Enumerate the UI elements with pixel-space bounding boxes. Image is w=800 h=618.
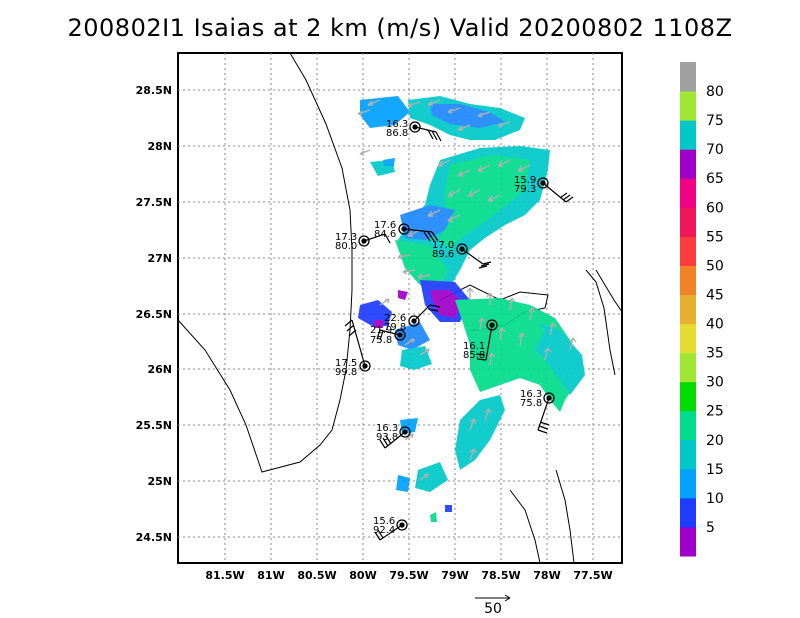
lat-tick-label: 25N bbox=[147, 475, 172, 488]
station-speed: 16.3 bbox=[386, 119, 408, 130]
station-markers bbox=[358, 121, 555, 531]
colorbar-swatch bbox=[680, 497, 696, 528]
lat-tick-label: 28N bbox=[147, 140, 172, 153]
station-dir: 75.8 bbox=[520, 398, 542, 409]
colorbar-label: 45 bbox=[706, 287, 724, 303]
colorbar-label: 55 bbox=[706, 229, 724, 245]
colorbar-swatch bbox=[680, 323, 696, 354]
colorbar-label: 35 bbox=[706, 346, 724, 362]
lon-tick-label: 80W bbox=[349, 569, 376, 582]
station-dir: 99.8 bbox=[335, 367, 357, 378]
wind-vectors bbox=[357, 99, 577, 481]
lat-tick-label: 26.5N bbox=[136, 308, 172, 321]
lat-tick-label: 28.5N bbox=[136, 84, 172, 97]
station-speed: 16.3 bbox=[520, 389, 542, 400]
colorbar-swatch bbox=[680, 120, 696, 150]
lon-tick-label: 81.5W bbox=[205, 569, 244, 582]
colorbar-label: 30 bbox=[706, 375, 724, 391]
vector-key-label: 50 bbox=[484, 601, 502, 617]
station-speed: 17.5 bbox=[335, 358, 357, 369]
station-speed: 15.6 bbox=[373, 516, 395, 527]
colorbar-swatch bbox=[680, 207, 696, 237]
lon-tick-label: 81W bbox=[257, 569, 284, 582]
lon-tick-label: 78.5W bbox=[481, 569, 520, 582]
colorbar-label: 5 bbox=[706, 520, 715, 536]
wind-barbs bbox=[344, 126, 574, 541]
colorbar-swatch bbox=[680, 178, 696, 208]
lat-tick-label: 26N bbox=[147, 363, 172, 376]
lat-tick-label: 24.5N bbox=[136, 531, 172, 544]
station-dir: 86.8 bbox=[386, 128, 408, 139]
colorbar-label: 50 bbox=[706, 258, 724, 274]
lon-tick-label: 78W bbox=[533, 569, 560, 582]
station-dir: 89.6 bbox=[432, 249, 454, 260]
colorbar-label: 10 bbox=[706, 491, 724, 507]
lat-tick-label: 27.5N bbox=[136, 196, 172, 209]
colorbar-label: 15 bbox=[706, 462, 724, 478]
station-dir: 85.8 bbox=[463, 350, 485, 361]
station-dir: 92.4 bbox=[373, 525, 395, 536]
lon-tick-label: 79.5W bbox=[389, 569, 428, 582]
colorbar-swatches bbox=[680, 62, 696, 557]
lat-axis: 28.5N 28N 27.5N 27N 26.5N 26N 25.5N 25N … bbox=[136, 84, 172, 544]
station-dir: 93.8 bbox=[376, 432, 398, 443]
station-dir: 79.8 bbox=[384, 322, 406, 333]
colorbar-label: 75 bbox=[706, 113, 724, 129]
station-speed: 16.3 bbox=[376, 423, 398, 434]
station-dir: 80.0 bbox=[335, 241, 357, 252]
colorbar-swatch bbox=[680, 352, 696, 383]
lon-axis: 81.5W 81W 80.5W 80W 79.5W 79W 78.5W 78W … bbox=[205, 569, 612, 582]
colorbar-swatch bbox=[680, 149, 696, 179]
colorbar-label: 25 bbox=[706, 404, 724, 420]
colorbar-swatch bbox=[680, 526, 696, 557]
colorbar-swatch bbox=[680, 468, 696, 499]
colorbar-swatch bbox=[680, 439, 696, 470]
station-labels: 16.3 86.8 15.9 79.3 17.6 84.6 17.3 80.0 … bbox=[335, 119, 542, 536]
station-dir: 84.6 bbox=[374, 229, 396, 240]
colorbar-swatch bbox=[680, 91, 696, 121]
station-speed: 17.3 bbox=[335, 232, 357, 243]
station-speed: 22.6 bbox=[384, 313, 406, 324]
colorbar-swatch bbox=[680, 62, 696, 92]
station-speed: 15.9 bbox=[514, 175, 536, 186]
colorbar-labels: 5 10 15 20 25 30 35 40 45 50 55 60 65 70 75 80 bbox=[706, 84, 724, 536]
station-dir: 79.3 bbox=[514, 184, 536, 195]
colorbar-label: 70 bbox=[706, 142, 724, 158]
colorbar-label: 20 bbox=[706, 433, 724, 449]
lon-tick-label: 79W bbox=[441, 569, 468, 582]
lon-tick-label: 77.5W bbox=[573, 569, 612, 582]
map-title: 200802I1 Isaias at 2 km (m/s) Valid 2020… bbox=[67, 14, 733, 42]
map-frame bbox=[177, 52, 623, 564]
grid bbox=[178, 53, 622, 563]
vector-key: 50 bbox=[475, 594, 511, 617]
station-dir: 75.8 bbox=[370, 335, 392, 346]
colorbar-swatch bbox=[680, 265, 696, 295]
colorbar-label: 40 bbox=[706, 317, 724, 333]
station-speed: 17.0 bbox=[432, 240, 454, 251]
station-speed: 16.1 bbox=[463, 341, 485, 352]
lat-tick-label: 27N bbox=[147, 252, 172, 265]
colorbar-label: 65 bbox=[706, 171, 724, 187]
wind-speed-field bbox=[358, 96, 585, 522]
colorbar-swatch bbox=[680, 236, 696, 266]
lat-tick-label: 25.5N bbox=[136, 419, 172, 432]
lon-tick-label: 80.5W bbox=[297, 569, 336, 582]
station-speed: 21.9 bbox=[370, 325, 392, 336]
colorbar-swatch bbox=[680, 294, 696, 325]
colorbar-label: 80 bbox=[706, 84, 724, 100]
station-speed: 17.6 bbox=[374, 220, 396, 231]
colorbar-swatch bbox=[680, 381, 696, 412]
colorbar-label: 60 bbox=[706, 200, 724, 216]
colorbar-swatch bbox=[680, 410, 696, 441]
